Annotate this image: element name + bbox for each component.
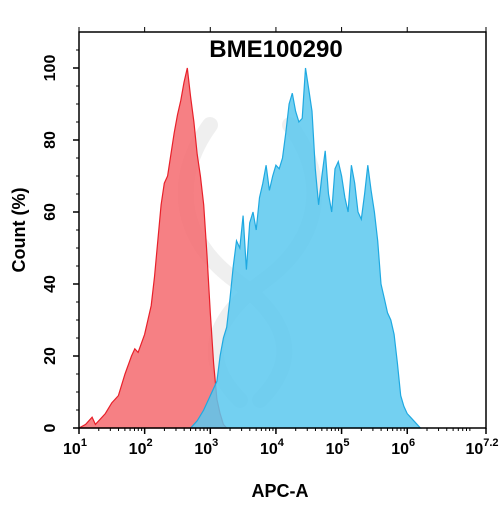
histogram-series-1: [78, 67, 229, 429]
x-tick-label: 106: [391, 437, 415, 458]
histogram-series-2: [189, 67, 422, 429]
x-tick-label: 103: [194, 437, 218, 458]
chart-title: BME100290: [209, 36, 342, 63]
y-tick-label: 40: [42, 275, 59, 293]
axis-ticks: 0 20 40 60 80 100 101 102 103 104 105 106 107.2: [42, 27, 499, 458]
y-tick-label: 0: [42, 423, 59, 432]
y-tick-label: 20: [42, 347, 59, 365]
x-tick-label: 104: [260, 437, 285, 458]
y-tick-label: 60: [42, 203, 59, 221]
y-tick-label: 80: [42, 131, 59, 149]
x-tick-label: 102: [129, 437, 153, 458]
x-tick-label: 101: [63, 437, 87, 458]
y-tick-label: 100: [42, 55, 59, 82]
x-tick-label: 107.2: [465, 437, 498, 458]
y-axis-label: Count (%): [9, 188, 29, 273]
x-tick-label: 105: [326, 437, 350, 458]
x-axis-label: APC-A: [252, 481, 309, 501]
plot-area: [78, 67, 422, 429]
